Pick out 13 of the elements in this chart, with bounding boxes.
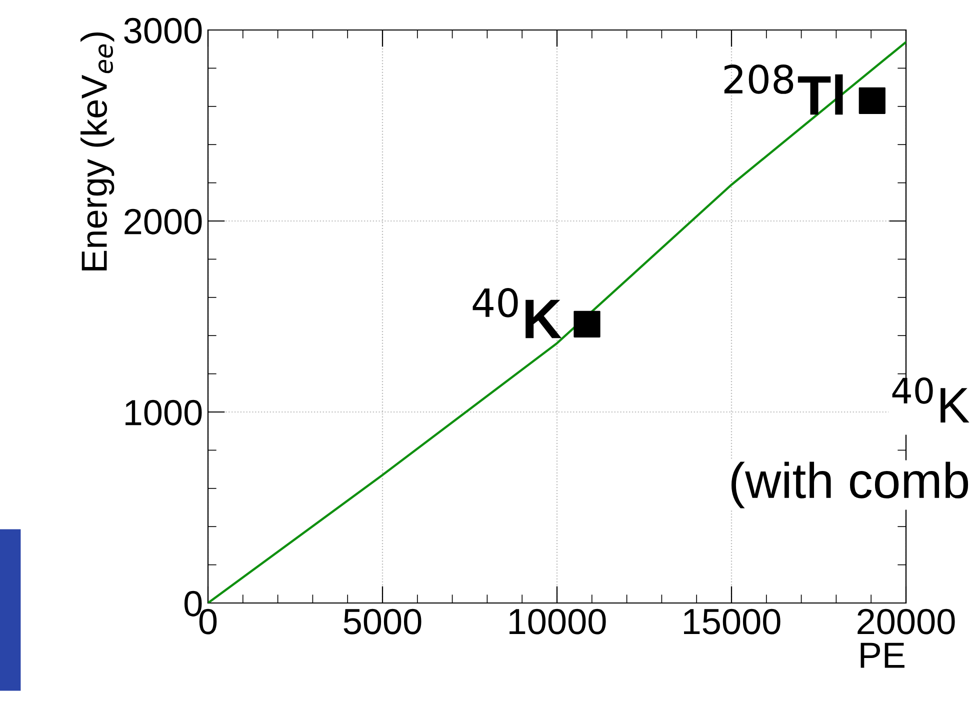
annotation: $^{40}$K — [472, 288, 562, 338]
x-tick-label: 15000 — [684, 608, 780, 634]
x-tick-label: 5000 — [344, 608, 422, 634]
y-tick-label: 3000 — [124, 18, 202, 44]
y-axis-title: Energy (keV$_{ee}$) — [80, 32, 114, 270]
x-axis-title: PE — [860, 642, 904, 668]
annotation: $^{208}$Tl — [724, 64, 843, 115]
y-tick-label: 2000 — [124, 208, 202, 234]
x-tick-label: 20000 — [858, 608, 955, 634]
x-tick-label: 10000 — [510, 608, 606, 634]
annotation: $^{40}$K — [892, 377, 970, 423]
y-tick-label: 1000 — [126, 400, 202, 426]
annotation: (with comb — [732, 462, 968, 508]
